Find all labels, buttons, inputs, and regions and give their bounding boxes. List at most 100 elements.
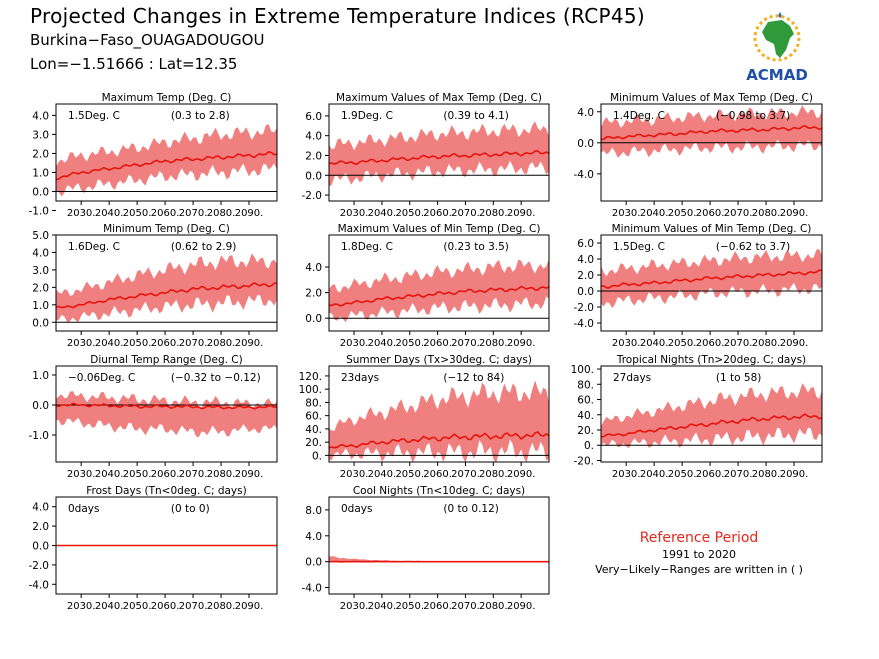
chart-annotation-range: (−0.98 to 3.7): [716, 110, 790, 122]
y-tick-label: 0.0: [32, 541, 49, 553]
y-tick-label: 0.0: [32, 186, 49, 198]
x-tick-label: 2060.: [151, 469, 180, 480]
x-tick-label: 2040.: [95, 601, 124, 612]
chart-title: Maximum Values of Min Temp (Deg. C): [338, 223, 541, 235]
y-tick-label: 4.0: [32, 502, 49, 514]
y-tick-label: 1.0: [32, 370, 49, 382]
y-tick-label: 4.0: [32, 247, 49, 259]
x-tick-label: 2060.: [696, 338, 725, 349]
y-tick-label: 20.: [305, 437, 322, 449]
chart-annotation-value: 23days: [341, 372, 379, 384]
y-tick-label: 100.: [299, 384, 322, 396]
chart-frame: [55, 234, 278, 332]
median-line: [329, 285, 549, 307]
y-tick-label: -2.0: [302, 190, 323, 202]
y-tick-label: 0.0: [32, 317, 49, 329]
chart-annotation-range: (−0.32 to −0.12): [171, 372, 261, 384]
y-tick-label: 4.0: [305, 531, 322, 543]
chart-annotation-value: 1.9Deg. C: [341, 110, 393, 122]
chart-annotation-range: (1 to 58): [716, 372, 761, 384]
y-tick-label: 2.0: [32, 148, 49, 160]
median-line: [601, 269, 822, 289]
x-tick-label: 2030.: [612, 338, 641, 349]
y-tick-label: 4.0: [305, 262, 322, 274]
y-tick-label: 40.: [577, 410, 594, 422]
x-tick-label: 2090.: [235, 469, 264, 480]
x-tick-label: 2070.: [451, 338, 480, 349]
chart-plot-area: [329, 556, 549, 563]
chart-frame: [600, 103, 823, 202]
y-tick-label: 0.0: [305, 313, 322, 325]
median-line: [56, 151, 277, 181]
median-line: [601, 125, 822, 141]
y-tick-label: 0.: [312, 450, 322, 462]
x-tick-label: 2030.: [612, 208, 641, 219]
x-tick-label: 2070.: [724, 338, 753, 349]
x-tick-label: 2080.: [752, 208, 781, 219]
very-likely-range-band: [56, 391, 277, 438]
chart-plot-area: [329, 258, 549, 323]
chart-title: Diurnal Temp Range (Deg. C): [90, 354, 242, 366]
acmad-logo: ACMAD: [746, 12, 808, 84]
chart-6: Minimum Values of Min Temp (Deg. C) 1.5De…: [574, 223, 823, 349]
chart-frame: [328, 103, 550, 202]
x-tick-label: 2080.: [752, 469, 781, 480]
y-tick-label: -4.0: [302, 583, 323, 595]
x-tick-label: 2080.: [207, 469, 236, 480]
x-tick-label: 2040.: [640, 338, 669, 349]
y-tick-label: -2.0: [574, 302, 595, 314]
y-tick-label: 2.0: [32, 282, 49, 294]
x-tick-label: 2030.: [67, 338, 96, 349]
x-tick-label: 2050.: [123, 338, 152, 349]
x-tick-label: 2090.: [780, 208, 809, 219]
reference-note: Reference Period 1991 to 2020 Very−Likel…: [574, 530, 824, 576]
ranges-note: Very−Likely−Ranges are written in ( ): [595, 563, 803, 576]
page-title: Projected Changes in Extreme Temperature…: [30, 4, 646, 28]
chart-7: Diurnal Temp Range (Deg. C) −0.06Deg. C (−…: [29, 354, 278, 480]
x-tick-label: 2080.: [479, 469, 508, 480]
chart-4: Minimum Temp (Deg. C) 1.6Deg. C (0.62 to 2…: [32, 223, 278, 349]
y-tick-label: 6.0: [577, 238, 594, 250]
station-coordinates: Lon=−1.51666 : Lat=12.35: [30, 55, 238, 73]
y-tick-label: -1.0: [29, 206, 50, 218]
median-line: [329, 431, 549, 449]
chart-plot-area: [56, 124, 277, 197]
x-tick-label: 2030.: [612, 469, 641, 480]
chart-title: Cool Nights (Tn<10deg. C; days): [353, 485, 525, 497]
very-likely-range-band: [56, 253, 277, 323]
chart-frame: [55, 365, 278, 463]
x-tick-label: 2030.: [67, 601, 96, 612]
x-tick-label: 2050.: [395, 601, 424, 612]
x-tick-label: 2050.: [668, 338, 697, 349]
y-tick-label: 80.: [305, 397, 322, 409]
chart-annotation-value: 27days: [613, 372, 651, 384]
x-tick-label: 2090.: [507, 338, 536, 349]
y-tick-label: 1.0: [32, 300, 49, 312]
x-tick-label: 2060.: [423, 338, 452, 349]
very-likely-range-band: [329, 380, 549, 462]
x-tick-label: 2070.: [179, 469, 208, 480]
x-tick-label: 2090.: [235, 601, 264, 612]
chart-9: Tropical Nights (Tn>20deg. C; days) 27day…: [571, 354, 823, 480]
y-tick-label: 120.: [299, 371, 322, 383]
x-tick-label: 2070.: [451, 601, 480, 612]
chart-1: Maximum Temp (Deg. C) 1.5Deg. C (0.3 to 2.…: [29, 92, 278, 219]
chart-frame: [600, 365, 823, 463]
y-tick-label: 0.: [584, 440, 594, 452]
y-tick-label: -4.0: [29, 579, 50, 591]
x-tick-label: 2080.: [207, 208, 236, 219]
x-tick-label: 2080.: [479, 338, 508, 349]
x-tick-label: 2030.: [340, 469, 369, 480]
x-tick-label: 2030.: [340, 601, 369, 612]
chart-annotation-range: (0.23 to 3.5): [443, 241, 509, 253]
y-tick-label: 20.: [577, 425, 594, 437]
chart-annotation-range: (0 to 0): [171, 503, 210, 515]
y-tick-label: 5.0: [32, 230, 49, 242]
chart-frame: [55, 103, 278, 202]
reference-period-label: Reference Period: [639, 530, 759, 546]
chart-title: Maximum Temp (Deg. C): [102, 92, 232, 104]
very-likely-range-band: [329, 121, 549, 187]
y-tick-label: 60.: [305, 411, 322, 423]
x-tick-label: 2080.: [479, 601, 508, 612]
x-tick-label: 2030.: [67, 208, 96, 219]
